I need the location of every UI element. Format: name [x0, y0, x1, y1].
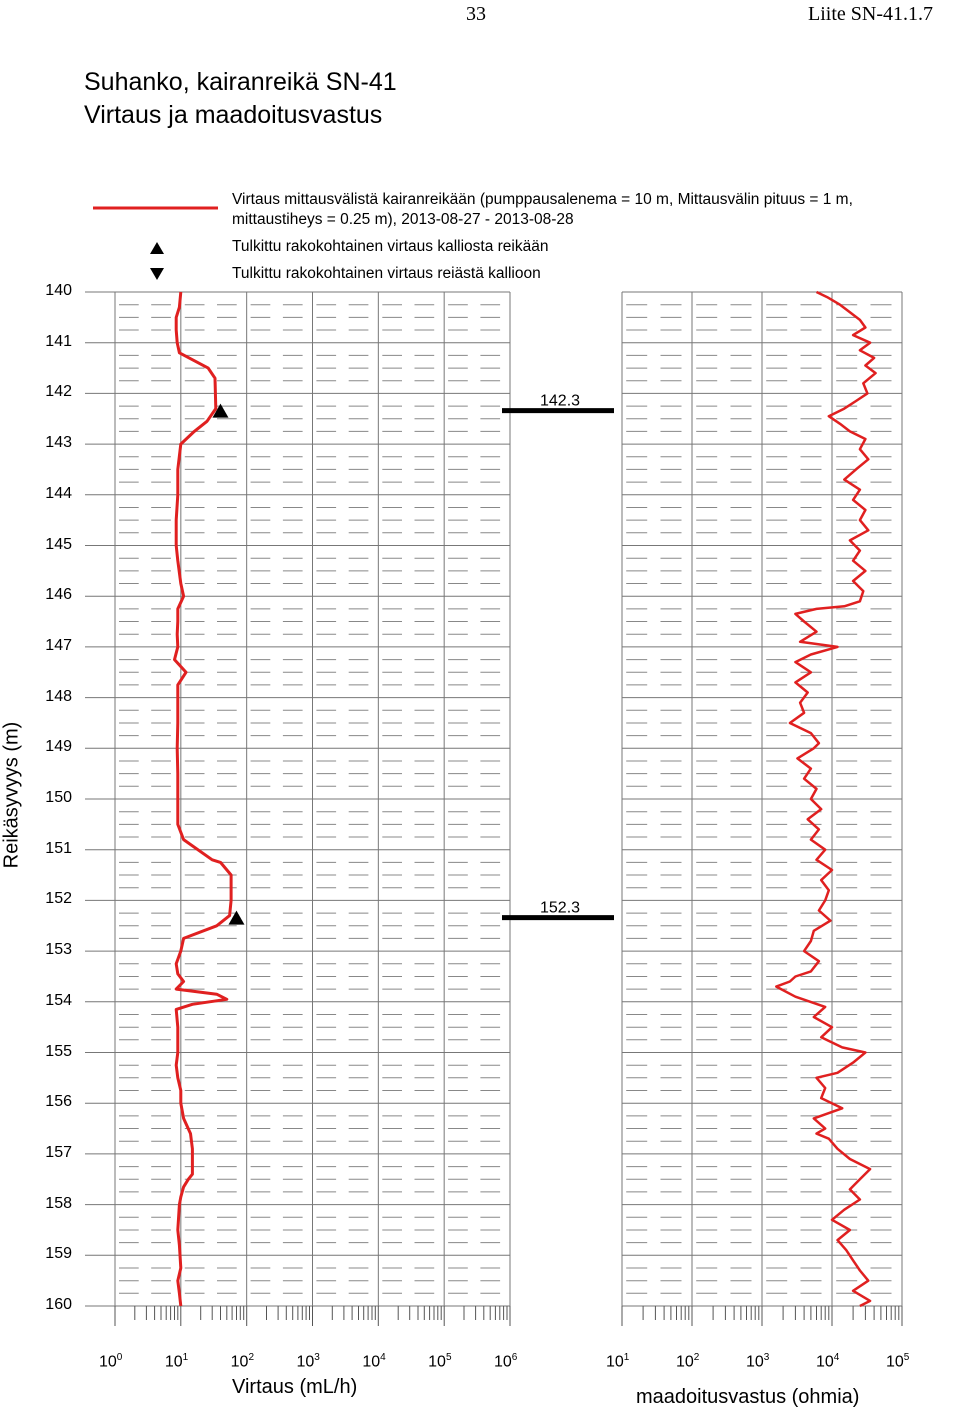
- flow-x-tick-label: 106: [494, 1352, 518, 1371]
- y-tick-label: 147: [45, 636, 72, 654]
- legend-line-label-2: mittaustiheys = 0.25 m), 2013-08-27 - 20…: [232, 211, 574, 228]
- page-number: 33: [466, 3, 486, 25]
- y-tick-label: 142: [45, 383, 72, 401]
- resistance-x-ticks: [621, 1306, 903, 1326]
- flow-x-tick-label: 101: [164, 1352, 189, 1371]
- y-tick-label: 150: [45, 789, 72, 806]
- y-tick-label: 156: [45, 1093, 72, 1111]
- y-tick-label: 148: [45, 687, 72, 705]
- up-triangle-icon: [150, 242, 164, 254]
- x-axis-title-flow: Virtaus (mL/h): [232, 1376, 358, 1398]
- flow-x-tick-label: 105: [428, 1352, 452, 1371]
- resistance-x-tick-label: 102: [676, 1352, 700, 1371]
- y-tick-label: 155: [45, 1042, 72, 1060]
- flow-marker-2: [228, 910, 245, 925]
- y-tick-label: 141: [45, 332, 72, 350]
- y-tick-label: 143: [45, 434, 72, 452]
- y-tick-label: 154: [45, 991, 72, 1009]
- flow-minor-grid: [119, 304, 501, 1294]
- legend-up-label: Tulkittu rakokohtainen virtaus kalliosta…: [232, 238, 549, 255]
- resistance-x-tick-label: 103: [746, 1352, 770, 1371]
- x-axis-title-resistance: maadoitusvastus (ohmia): [636, 1386, 860, 1408]
- y-tick-label: 157: [45, 1143, 72, 1161]
- resistance-series-line: [775, 290, 877, 1308]
- resistance-minor-grid: [626, 304, 892, 1294]
- y-tick-label: 144: [45, 484, 72, 502]
- flow-x-tick-label: 103: [296, 1352, 320, 1371]
- resistance-x-tick-label: 101: [606, 1352, 630, 1371]
- y-tick-label: 146: [45, 586, 72, 604]
- flow-x-tick-label: 104: [362, 1352, 386, 1371]
- fracture-label-2: 152.3: [540, 900, 580, 917]
- y-tick-label: 159: [45, 1245, 72, 1263]
- y-tick-label: 160: [45, 1296, 72, 1313]
- legend-line-label-1: Virtaus mittausvälistä kairanreikään (pu…: [232, 191, 853, 208]
- flow-marker-1: [212, 403, 229, 418]
- y-tick-label: 158: [45, 1194, 72, 1212]
- resistance-x-tick-label: 104: [816, 1352, 840, 1371]
- down-triangle-icon: [150, 268, 164, 280]
- legend-down-label: Tulkittu rakokohtainen virtaus reiästä k…: [232, 265, 541, 282]
- y-tick-label: 145: [45, 535, 72, 553]
- y-tick-label: 140: [45, 282, 72, 299]
- y-tick-label: 149: [45, 738, 72, 756]
- y-tick-label: 153: [45, 941, 72, 959]
- chart-title-line1: Suhanko, kairanreikä SN-41: [84, 68, 397, 96]
- flow-x-ticks: [114, 1306, 511, 1326]
- flow-series-line: [173, 291, 233, 1307]
- flow-x-tick-label: 102: [230, 1352, 255, 1371]
- appendix-label: Liite SN-41.1.7: [808, 3, 933, 25]
- y-tick-label: 151: [45, 839, 72, 857]
- fracture-label-1: 142.3: [540, 393, 580, 410]
- y-tick-label: 152: [45, 890, 72, 908]
- chart-title-line2: Virtaus ja maadoitusvastus: [84, 101, 383, 129]
- y-axis-title: Reikäsyvyys (m): [0, 721, 23, 869]
- resistance-x-tick-label: 105: [886, 1352, 910, 1371]
- flow-x-tick-label: 100: [99, 1352, 123, 1371]
